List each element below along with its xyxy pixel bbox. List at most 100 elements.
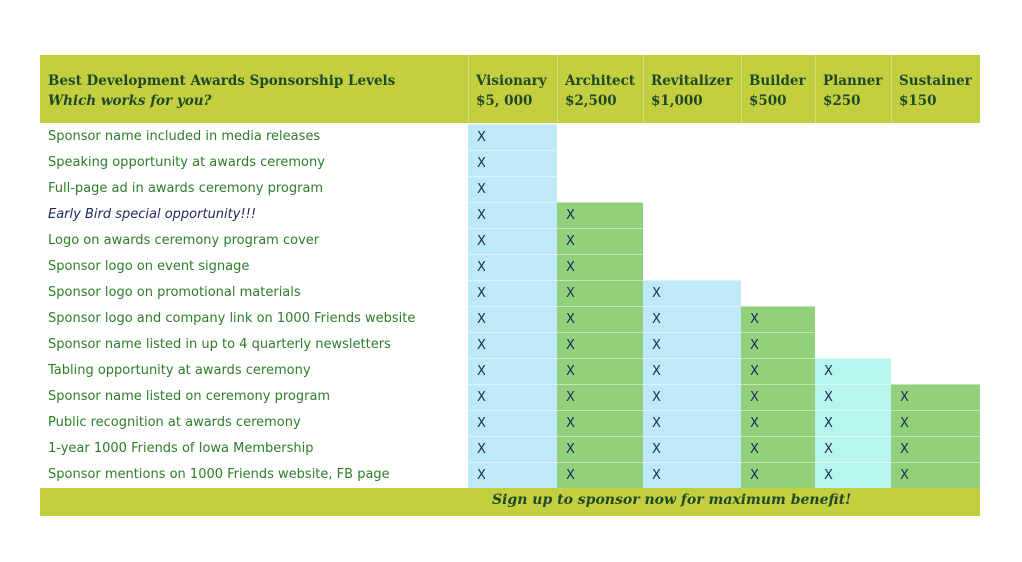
included-mark: X [477, 260, 486, 275]
benefit-cell: X [643, 332, 741, 358]
included-mark: X [566, 260, 575, 275]
benefit-cell: X [741, 306, 815, 332]
benefit-cell: X [741, 410, 815, 436]
benefit-label: Sponsor mentions on 1000 Friends website… [48, 467, 390, 482]
benefit-cell: X [557, 332, 643, 358]
benefit-cell: X [643, 436, 741, 462]
included-mark: X [652, 364, 661, 379]
level-price: $150 [899, 93, 937, 109]
level-name: Revitalizer [651, 73, 733, 89]
included-mark: X [566, 442, 575, 457]
column-divider [741, 55, 742, 123]
benefit-cell: X [468, 358, 557, 384]
benefit-cell: X [557, 254, 643, 280]
benefit-cell: X [815, 410, 891, 436]
benefit-cell: X [468, 254, 557, 280]
included-mark: X [477, 182, 486, 197]
included-mark: X [477, 286, 486, 301]
included-mark: X [477, 312, 486, 327]
level-price: $2,500 [565, 93, 617, 109]
level-price: $5, 000 [476, 93, 533, 109]
level-name: Visionary [476, 73, 547, 89]
included-mark: X [566, 338, 575, 353]
benefit-label: Logo on awards ceremony program cover [48, 233, 320, 248]
benefit-cell: X [468, 410, 557, 436]
included-mark: X [566, 364, 575, 379]
included-mark: X [566, 286, 575, 301]
benefit-label: Public recognition at awards ceremony [48, 415, 301, 430]
included-mark: X [477, 208, 486, 223]
footer-message: Sign up to sponsor now for maximum benef… [492, 492, 852, 508]
benefit-cell: X [815, 462, 891, 488]
included-mark: X [566, 312, 575, 327]
level-header-revitalizer: Revitalizer $1,000 [651, 71, 732, 111]
benefit-cell: X [468, 462, 557, 488]
benefit-cell: X [557, 436, 643, 462]
benefit-label: Early Bird special opportunity!!! [48, 207, 257, 222]
included-mark: X [652, 390, 661, 405]
included-mark: X [652, 312, 661, 327]
included-mark: X [750, 312, 759, 327]
included-mark: X [652, 338, 661, 353]
level-header-visionary: Visionary $5, 000 [476, 71, 547, 111]
benefit-cell: X [741, 436, 815, 462]
benefit-cell: X [557, 410, 643, 436]
benefit-cell: X [468, 436, 557, 462]
benefit-label: 1-year 1000 Friends of Iowa Membership [48, 441, 314, 456]
benefit-cell: X [468, 228, 557, 254]
included-mark: X [477, 416, 486, 431]
included-mark: X [750, 442, 759, 457]
benefit-cell: X [557, 280, 643, 306]
included-mark: X [824, 364, 833, 379]
table-footer: Sign up to sponsor now for maximum benef… [40, 488, 980, 516]
included-mark: X [824, 390, 833, 405]
benefit-label: Tabling opportunity at awards ceremony [48, 363, 311, 378]
included-mark: X [750, 416, 759, 431]
benefit-cell: X [557, 358, 643, 384]
column-divider [891, 55, 892, 123]
benefit-cell: X [557, 306, 643, 332]
benefit-cell: X [643, 358, 741, 384]
benefit-label: Sponsor logo on event signage [48, 259, 250, 274]
included-mark: X [566, 416, 575, 431]
benefit-cell: X [815, 436, 891, 462]
benefit-label: Sponsor name listed on ceremony program [48, 389, 331, 404]
level-name: Architect [565, 73, 636, 89]
table-title: Best Development Awards Sponsorship Leve… [48, 71, 395, 111]
included-mark: X [477, 156, 486, 171]
benefit-cell: X [741, 332, 815, 358]
benefit-label: Speaking opportunity at awards ceremony [48, 155, 325, 170]
included-mark: X [750, 468, 759, 483]
benefit-cell: X [557, 202, 643, 228]
benefit-cell: X [741, 358, 815, 384]
column-divider [557, 55, 558, 123]
benefit-cell: X [891, 462, 980, 488]
benefit-label: Sponsor name included in media releases [48, 129, 321, 144]
benefit-cell: X [468, 150, 557, 176]
included-mark: X [750, 390, 759, 405]
included-mark: X [652, 442, 661, 457]
benefit-cell: X [643, 410, 741, 436]
benefit-cell: X [557, 384, 643, 410]
benefit-cell: X [891, 410, 980, 436]
level-header-builder: Builder $500 [749, 71, 806, 111]
included-mark: X [566, 234, 575, 249]
level-name: Sustainer [899, 73, 972, 89]
level-price: $1,000 [651, 93, 703, 109]
included-mark: X [824, 416, 833, 431]
included-mark: X [824, 442, 833, 457]
included-mark: X [477, 338, 486, 353]
benefit-cell: X [557, 462, 643, 488]
included-mark: X [566, 468, 575, 483]
level-name: Planner [823, 73, 883, 89]
included-mark: X [652, 468, 661, 483]
included-mark: X [824, 468, 833, 483]
column-divider [643, 55, 644, 123]
level-header-planner: Planner $250 [823, 71, 882, 111]
benefit-cell: X [468, 332, 557, 358]
level-name: Builder [749, 73, 806, 89]
benefit-cell: X [643, 384, 741, 410]
subtitle-text: Which works for you? [48, 93, 212, 109]
benefit-cell: X [741, 384, 815, 410]
included-mark: X [652, 286, 661, 301]
